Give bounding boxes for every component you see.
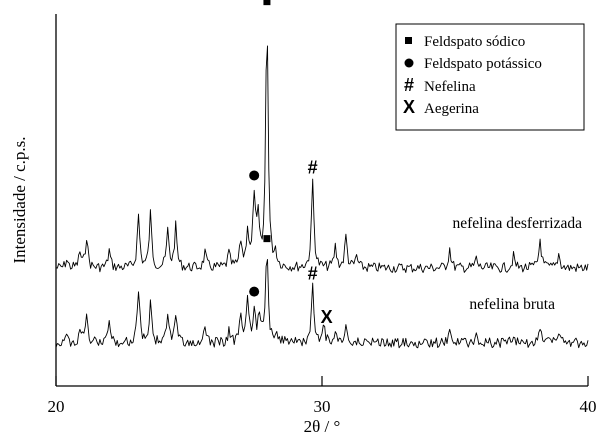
legend-x-icon: X [403, 97, 415, 117]
x-ticks: 20 30 40 [48, 376, 597, 416]
marker-hash-icon: # [308, 157, 318, 177]
legend-label-feldspato-potassico: Feldspato potássico [424, 56, 542, 72]
series-layer [55, 45, 589, 349]
y-axis-title: Intensidade / c.p.s. [10, 137, 29, 264]
x-tick-label: 20 [48, 397, 65, 416]
legend-box [395, 23, 585, 131]
marker-x-icon: X [321, 307, 333, 327]
marker-square-icon [263, 0, 271, 6]
legend-label-nefelina: Nefelina [424, 79, 476, 95]
series-labels: nefelina desferrizada nefelina bruta [452, 215, 582, 313]
series-label-nefelina-bruta: nefelina bruta [469, 296, 555, 313]
marker-hash-icon: # [308, 264, 318, 284]
legend-label-aegerina: Aegerina [424, 101, 479, 117]
legend-square-icon [405, 37, 412, 44]
legend-hash-icon: # [404, 75, 414, 95]
x-axis-title: 2θ / ° [304, 417, 341, 436]
marker-circle-icon [249, 286, 260, 297]
series-line-nefelina-desferrizada [55, 45, 589, 273]
legend: Feldspato sódico Feldspato potássico # N… [395, 23, 585, 131]
marker-circle-icon [249, 170, 260, 181]
legend-circle-icon [404, 58, 414, 68]
series-line-nefelina-bruta [55, 259, 589, 349]
legend-label-feldspato-sodico: Feldspato sódico [424, 34, 525, 50]
series-label-nefelina-desferrizada: nefelina desferrizada [452, 215, 582, 232]
x-tick-label: 30 [314, 397, 331, 416]
marker-square-icon [263, 235, 271, 243]
x-tick-label: 40 [580, 397, 597, 416]
peak-markers: # # X [249, 0, 333, 327]
